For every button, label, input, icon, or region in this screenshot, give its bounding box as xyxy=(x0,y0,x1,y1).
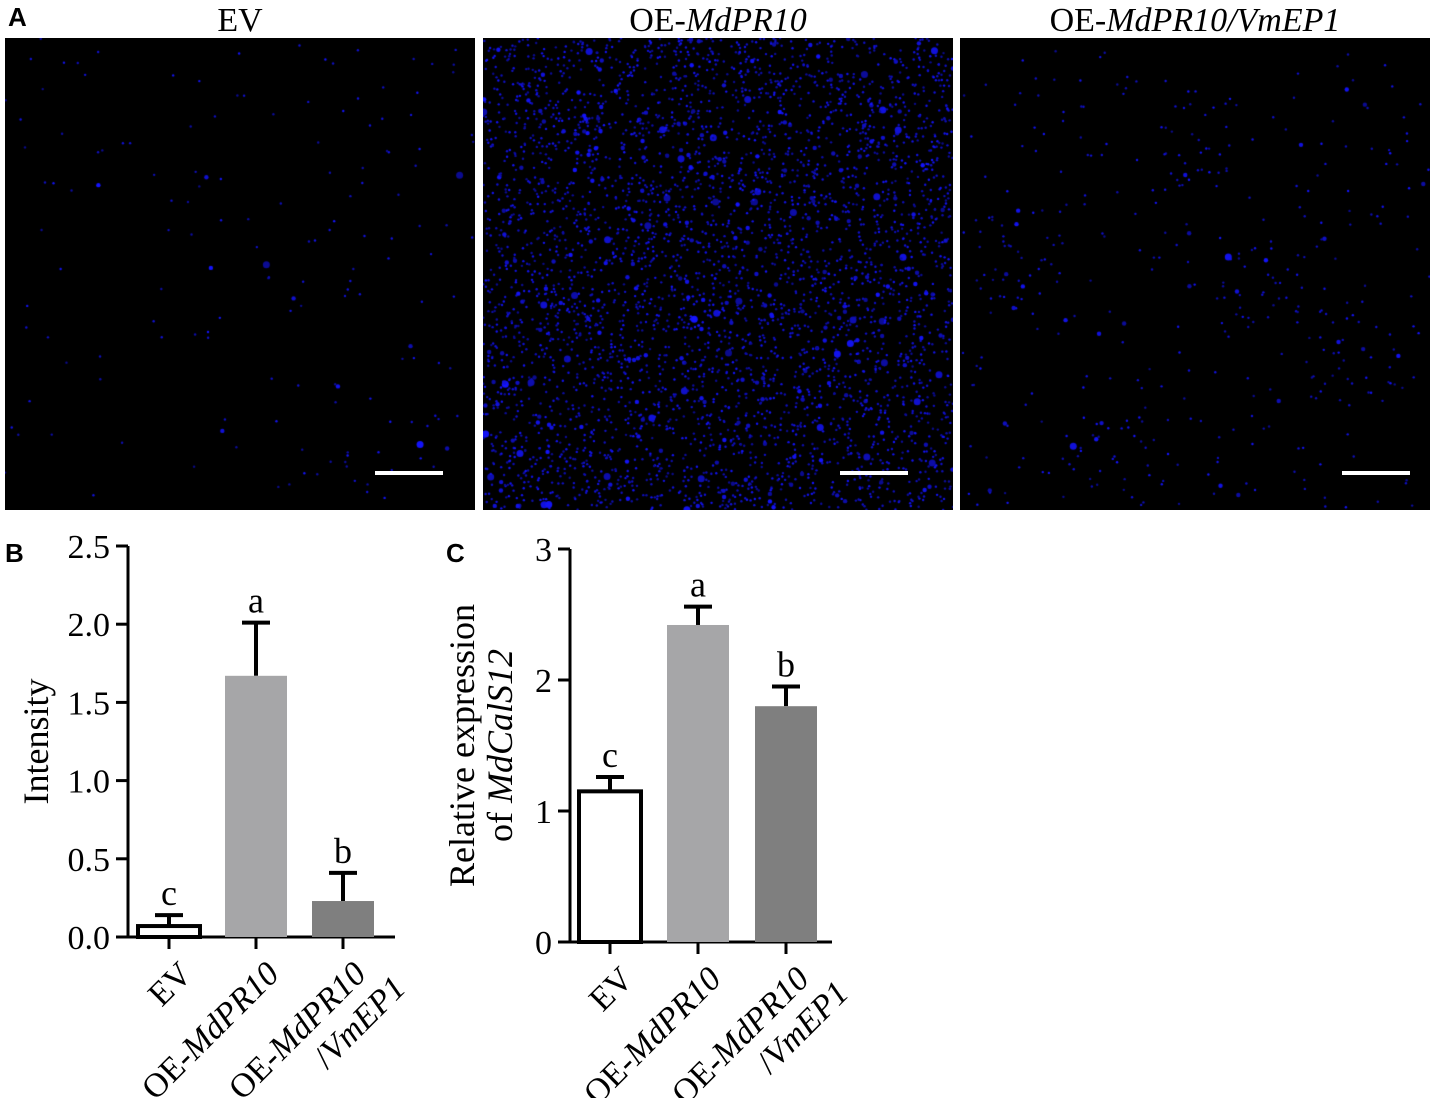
y-tick-label: 2.0 xyxy=(68,607,111,644)
y-axis-label-italic: MdCalS12 xyxy=(480,649,520,804)
y-tick-label: 1.0 xyxy=(68,764,111,801)
y-tick-label: 1.5 xyxy=(68,685,111,722)
micrograph-title-oe-mdpr10: OE-MdPR10 xyxy=(483,2,953,40)
significance-letter: c xyxy=(602,735,618,775)
scale-bar xyxy=(375,471,443,475)
bar xyxy=(312,901,374,937)
panel-b-label: B xyxy=(5,538,24,568)
micrograph-oe-mdpr10-vmep1 xyxy=(960,38,1430,510)
micrograph-title-oe-mdpr10-vmep1-prefix: OE- xyxy=(1049,2,1107,39)
micrograph-oe-mdpr10-canvas xyxy=(483,38,953,510)
significance-letter: b xyxy=(334,831,352,871)
bar xyxy=(225,675,287,937)
y-tick-label: 0.5 xyxy=(68,842,111,879)
micrograph-title-ev-text: EV xyxy=(217,2,263,39)
micrograph-ev xyxy=(5,38,475,510)
bar xyxy=(667,624,729,942)
x-tick-label: EV xyxy=(141,955,200,1014)
bar xyxy=(755,706,817,942)
significance-letter: c xyxy=(161,873,177,913)
y-tick-label: 2 xyxy=(535,663,552,700)
scale-bar xyxy=(1342,471,1410,475)
micrograph-oe-mdpr10-vmep1-canvas xyxy=(960,38,1430,510)
y-tick-label: 3 xyxy=(535,532,552,569)
significance-letter: a xyxy=(248,581,264,621)
y-tick-label: 2.5 xyxy=(68,529,111,566)
x-tick-label-line1: EV xyxy=(141,955,200,1014)
x-tick-label: EV xyxy=(582,960,641,1019)
chart-intensity: 0.00.51.01.52.02.5IntensitycEVaOE-MdPR10… xyxy=(16,529,413,1098)
y-axis-label-prefix: of xyxy=(480,803,520,842)
y-tick-label: 0.0 xyxy=(68,920,111,957)
micrograph-title-oe-mdpr10-vmep1: OE-MdPR10/VmEP1 xyxy=(960,2,1430,40)
micrograph-title-oe-mdpr10-italic: MdPR10 xyxy=(685,2,807,39)
x-tick-label-text: EV xyxy=(582,960,641,1019)
micrograph-ev-canvas xyxy=(5,38,475,510)
micrograph-title-ev: EV xyxy=(5,2,475,40)
x-tick-label-line1: EV xyxy=(582,960,641,1019)
bar xyxy=(577,789,643,944)
scale-bar xyxy=(840,471,908,475)
significance-letter: a xyxy=(690,565,706,605)
micrograph-oe-mdpr10 xyxy=(483,38,953,510)
x-tick-label-text: EV xyxy=(141,955,200,1014)
bar xyxy=(136,924,202,940)
micrograph-title-oe-mdpr10-prefix: OE- xyxy=(629,2,686,39)
panel-a-label: A xyxy=(8,2,27,32)
panel-c-label: C xyxy=(446,538,465,568)
micrograph-title-oe-mdpr10-vmep1-italic: MdPR10/VmEP1 xyxy=(1106,2,1341,39)
y-axis-label: Relative expression xyxy=(442,604,482,887)
y-tick-label: 1 xyxy=(535,794,552,831)
significance-letter: b xyxy=(777,645,795,685)
y-axis-label-gene: of MdCalS12 xyxy=(480,649,520,842)
y-tick-label: 0 xyxy=(535,925,552,962)
y-axis-label: Intensity xyxy=(16,679,56,805)
